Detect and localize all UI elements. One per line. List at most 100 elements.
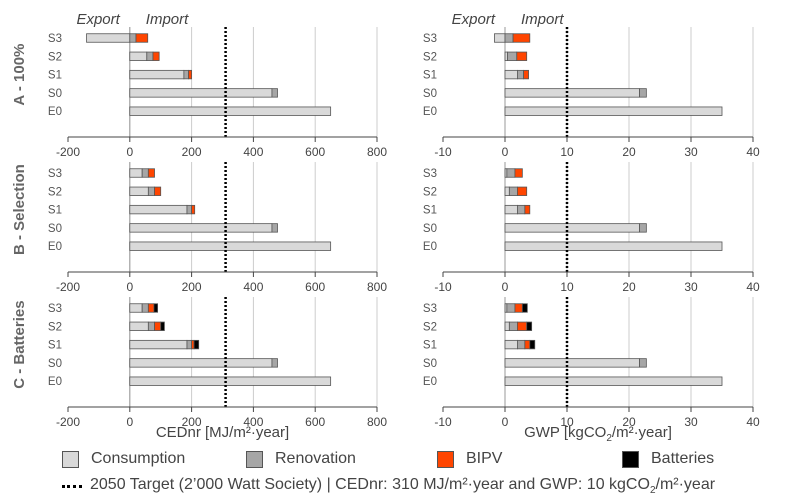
x-tick-label: 40 [746, 415, 760, 429]
bar-s3-renovation [506, 303, 516, 313]
bar-s3-bipv [512, 33, 531, 43]
bar-s2-bipv [154, 321, 162, 331]
bar-s2-renovation [146, 51, 154, 61]
category-label-s0: S0 [423, 223, 437, 235]
bar-s3-renovation [141, 168, 149, 178]
bar-s2-consumption [129, 51, 148, 61]
x-tick-label: 400 [243, 145, 263, 159]
bar-s0-renovation [639, 223, 647, 233]
bar-e0-consumption [504, 106, 723, 116]
x-axis-title-cednr: CEDnr [MJ/m²·year] [156, 424, 289, 441]
category-label-s0: S0 [423, 358, 437, 370]
legend-label-renovation: Renovation [275, 450, 356, 467]
bar-s1-renovation [186, 204, 192, 215]
legend-target-unit: /m²·year [655, 476, 716, 493]
bar-s3-bipv [135, 33, 149, 43]
x-tick-label: 0 [126, 415, 133, 429]
x-tick-label: 800 [367, 415, 387, 429]
bar-e0-consumption [129, 106, 332, 116]
category-label-s1: S1 [48, 70, 62, 82]
bar-s2-renovation [508, 321, 518, 331]
bar-s3-bipv [514, 168, 523, 178]
bar-s1-bipv [191, 204, 196, 215]
panel-b-gwp: S3 S2 S1 S0 E0 -10 0 10 20 30 40 [423, 162, 760, 294]
legend-item-target: 2050 Target (2’000 Watt Society) | CEDnr… [62, 476, 715, 496]
x-axis-title-gwp: GWP [kgCO2/m²·year] [524, 424, 672, 444]
category-label-s2: S2 [423, 321, 437, 333]
bar-s0-consumption [504, 223, 640, 233]
x-tick-label: 400 [243, 280, 263, 294]
bar-s2-renovation [147, 186, 155, 196]
x-tick-label: -200 [56, 415, 80, 429]
category-label-s3: S3 [423, 303, 437, 315]
bar-s1-consumption [129, 69, 185, 80]
panel-c-cednr: S3 S2 S1 S0 E0 -200 0 200 400 600 800 C - Batteries [11, 297, 387, 429]
category-label-s3: S3 [423, 33, 437, 45]
x-tick-label: -10 [434, 415, 452, 429]
bar-s1-renovation [183, 69, 189, 80]
bar-s1-consumption [129, 204, 188, 215]
import-annotation: Import [146, 11, 189, 28]
legend-target-label: 2050 Target (2’000 Watt Society) | CEDnr… [90, 476, 715, 496]
legend-target-sub: 2 [649, 485, 656, 497]
x-tick-label: 10 [560, 145, 574, 159]
bar-s2-renovation [508, 186, 518, 196]
x-tick-label: 30 [684, 145, 698, 159]
x-tick-label: 200 [182, 415, 202, 429]
bar-s3-consumption [129, 303, 143, 313]
bar-s3-bipv [514, 303, 523, 313]
bar-s3-renovation [504, 33, 514, 43]
bar-e0-consumption [129, 376, 332, 386]
x-tick-label: 0 [502, 415, 509, 429]
x-tick-label: 200 [182, 145, 202, 159]
bar-s3-bipv [147, 303, 155, 313]
category-label-s2: S2 [423, 186, 437, 198]
x-tick-label: 600 [305, 145, 325, 159]
category-label-s1: S1 [423, 340, 437, 352]
x-tick-label: 0 [126, 280, 133, 294]
x-tick-label: 200 [182, 280, 202, 294]
category-label-s0: S0 [423, 88, 437, 100]
x-tick-label: 30 [684, 280, 698, 294]
bar-s2-renovation [507, 51, 518, 61]
bar-s1-batteries [529, 339, 536, 350]
export-annotation: Export [452, 11, 496, 28]
export-annotation: Export [76, 11, 120, 28]
legend-swatch-batteries [622, 450, 639, 468]
legend-item-batteries: Batteries [622, 450, 714, 468]
bar-s0-renovation [639, 358, 647, 368]
row-label-c: C - Batteries [11, 300, 28, 388]
legend-target-text: 2050 Target (2’000 Watt Society) | CEDnr… [90, 476, 650, 493]
bar-e0-consumption [504, 376, 723, 386]
gwp-title-sub: 2 [606, 433, 612, 444]
x-tick-label: -10 [434, 280, 452, 294]
legend-swatch-renovation [246, 450, 263, 468]
bar-s2-bipv [516, 51, 528, 61]
bar-s2-consumption [504, 321, 510, 331]
x-tick-label: 30 [684, 415, 698, 429]
x-tick-label: 0 [126, 145, 133, 159]
category-label-s1: S1 [48, 205, 62, 217]
bar-s1-consumption [504, 69, 518, 80]
category-label-s0: S0 [48, 88, 62, 100]
gwp-title-suffix: /m²·year] [612, 424, 672, 441]
category-label-s3: S3 [423, 168, 437, 180]
bar-s0-consumption [504, 88, 640, 98]
chart-legend: Consumption Renovation BIPV Batteries 20… [0, 440, 791, 502]
bar-s2-bipv [152, 51, 160, 61]
import-annotation: Import [521, 11, 564, 28]
legend-swatch-bipv [437, 450, 454, 468]
x-tick-label: 20 [622, 415, 636, 429]
category-label-s2: S2 [48, 186, 62, 198]
category-label-e0: E0 [423, 106, 437, 118]
row-label-a: A - 100% [11, 44, 28, 106]
bar-s3-consumption [129, 168, 143, 178]
category-label-s0: S0 [48, 358, 62, 370]
bar-e0-consumption [504, 241, 723, 251]
bar-s1-batteries [193, 339, 200, 350]
bar-s1-consumption [129, 339, 188, 350]
bar-s3-batteries [153, 303, 159, 313]
legend-label-bipv: BIPV [466, 450, 503, 467]
bar-s2-bipv [517, 321, 528, 331]
bar-s0-consumption [129, 88, 273, 98]
